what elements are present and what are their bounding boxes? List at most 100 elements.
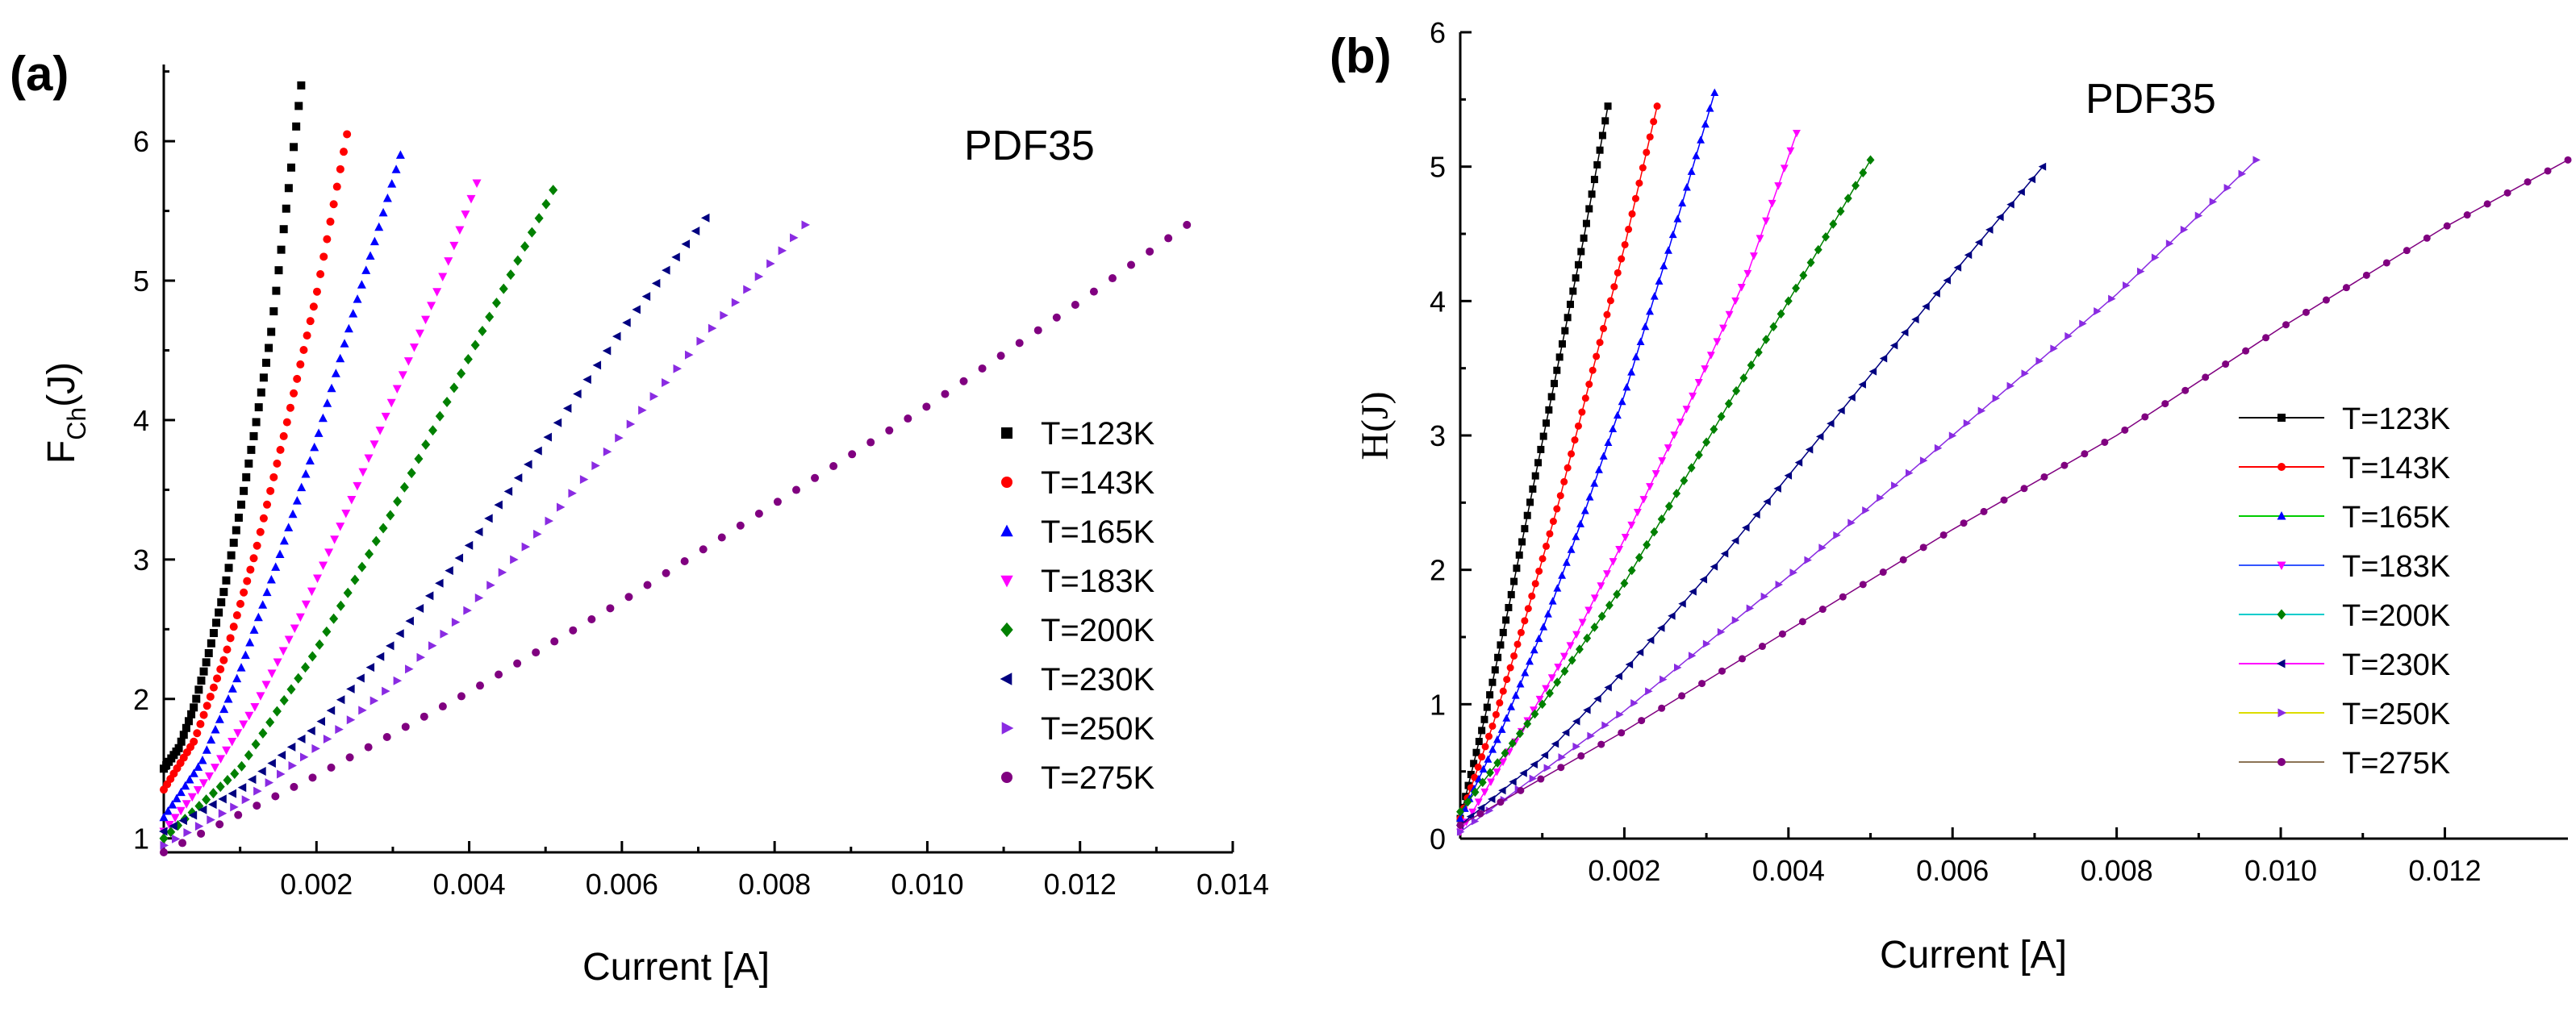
panel-b-data-point bbox=[1609, 558, 1618, 566]
panel-a-data-point bbox=[237, 500, 246, 509]
panel-a-data-point bbox=[392, 385, 402, 394]
panel-b-label: (b) bbox=[1330, 29, 1392, 83]
panel-b-data-point bbox=[1472, 748, 1480, 756]
panel-b-data-point bbox=[1474, 798, 1483, 806]
panel-b-data-point bbox=[2180, 225, 2189, 234]
panel-a-data-point bbox=[297, 734, 306, 743]
panel-a-data-point bbox=[866, 438, 875, 447]
panel-b-data-point bbox=[1493, 758, 1502, 768]
panel-b-data-point bbox=[1687, 463, 1696, 473]
panel-a-data-point bbox=[299, 752, 309, 762]
panel-a-data-point bbox=[662, 265, 670, 275]
panel-b-data-point bbox=[1992, 394, 2001, 402]
panel-a-data-point bbox=[181, 781, 190, 790]
panel-a-data-point bbox=[278, 647, 288, 656]
panel-b-legend-entry: T=183K bbox=[2239, 550, 2450, 584]
panel-b-data-point bbox=[1780, 165, 1789, 173]
panel-a-data-point bbox=[183, 828, 192, 838]
panel-a-data-point bbox=[204, 772, 214, 781]
panel-b-data-point bbox=[1493, 735, 1501, 743]
panel-a-x-tick-label: 0.002 bbox=[280, 868, 353, 901]
panel-a-data-point bbox=[811, 473, 820, 482]
panel-b-data-point bbox=[1948, 431, 1957, 440]
panel-b-data-point bbox=[1960, 519, 1968, 527]
panel-a-data-point bbox=[424, 591, 434, 601]
panel-b-data-point bbox=[1646, 306, 1654, 315]
panel-b-data-point bbox=[2094, 307, 2102, 315]
panel-a-data-point bbox=[182, 723, 190, 732]
panel-b-data-point bbox=[1641, 322, 1650, 331]
panel-a-data-point bbox=[409, 343, 419, 352]
panel-a-data-point bbox=[190, 737, 198, 746]
panel-b-legend-label: T=230K bbox=[2342, 648, 2450, 682]
panel-a-data-point bbox=[170, 814, 180, 823]
panel-b-y-tick-label: 0 bbox=[1430, 823, 1446, 856]
panel-b-data-point bbox=[1566, 300, 1574, 308]
panel-b-data-point bbox=[1660, 261, 1668, 270]
panel-a-data-point bbox=[568, 489, 577, 498]
panel-b-x-tick-label: 0.010 bbox=[2244, 854, 2317, 887]
panel-b-data-point bbox=[1720, 549, 1729, 558]
panel-a-data-point bbox=[444, 257, 453, 266]
panel-a-data-point bbox=[491, 298, 501, 309]
panel-b-data-point bbox=[1539, 623, 1548, 631]
panel-b-data-point bbox=[1595, 465, 1603, 473]
panel-b-data-point bbox=[2079, 319, 2087, 328]
panel-b-data-point bbox=[1456, 806, 1464, 817]
panel-a-data-point bbox=[743, 285, 752, 294]
panel-a-data-point bbox=[420, 712, 428, 721]
panel-a-data-point bbox=[427, 302, 436, 310]
panel-a-data-point bbox=[778, 246, 787, 256]
panel-a-data-point bbox=[228, 789, 237, 798]
panel-a-data-point bbox=[681, 239, 691, 249]
panel-a-data-point bbox=[455, 226, 465, 235]
panel-a-data-point bbox=[365, 251, 375, 260]
panel-b-data-point bbox=[1547, 393, 1555, 401]
panel-b-data-point bbox=[1517, 628, 1525, 636]
panel-a-data-point bbox=[374, 222, 384, 231]
panel-b: (b) PDF35 Current [A] H(J) 0.002 0.004 0.0… bbox=[1330, 16, 2572, 977]
panel-b-data-point bbox=[2443, 222, 2451, 230]
panel-b-data-point bbox=[1517, 786, 1525, 794]
panel-a-data-point bbox=[169, 821, 177, 831]
panel-a-data-point bbox=[478, 326, 487, 337]
panel-a-data-point bbox=[326, 217, 335, 226]
panel-a-data-point bbox=[292, 496, 302, 505]
panel-b-xlabel: Current [A] bbox=[1880, 934, 2067, 977]
panel-b-data-point bbox=[1597, 611, 1606, 622]
panel-a-data-point bbox=[407, 468, 416, 479]
panel-a-data-point bbox=[336, 165, 344, 173]
panel-b-data-point bbox=[2161, 400, 2169, 408]
panel-b-data-point bbox=[2017, 188, 2025, 196]
panel-b-data-point bbox=[1604, 102, 1612, 110]
panel-a-data-point bbox=[382, 732, 391, 741]
panel-b-data-point bbox=[1615, 546, 1624, 554]
panel-a-data-point bbox=[1127, 260, 1136, 269]
panel-b-data-point bbox=[1521, 668, 1530, 677]
panel-b-data-point bbox=[1597, 582, 1605, 590]
panel-a-data-point bbox=[662, 568, 670, 577]
panel-a-data-point bbox=[215, 781, 225, 793]
panel-a-data-point bbox=[331, 369, 340, 377]
panel-b-data-point bbox=[2209, 198, 2218, 206]
panel-b-data-point bbox=[1585, 381, 1593, 389]
panel-b-data-point bbox=[1507, 702, 1516, 710]
panel-a-data-point bbox=[230, 768, 240, 780]
panel-a-data-point bbox=[218, 794, 227, 804]
panel-a-data-point bbox=[369, 696, 379, 706]
panel-b-data-point bbox=[1566, 642, 1575, 650]
panel-b-data-point bbox=[1646, 635, 1655, 644]
panel-b-data-point bbox=[1673, 214, 1682, 223]
panel-b-data-point bbox=[1513, 564, 1521, 573]
panel-b-data-point bbox=[1597, 740, 1605, 748]
panel-a-data-point bbox=[262, 587, 272, 597]
panel-b-data-point bbox=[1798, 618, 1806, 626]
panel-a-data-point bbox=[296, 360, 305, 369]
panel-a-data-point bbox=[885, 426, 894, 435]
panel-a-data-point bbox=[189, 768, 198, 777]
panel-b-data-point bbox=[1953, 263, 1962, 272]
panel-b-data-point bbox=[1706, 104, 1714, 112]
panel-a-data-point bbox=[393, 676, 403, 685]
panel-b-data-point bbox=[2006, 200, 2014, 209]
panel-a-legend-label: T=143K bbox=[1041, 465, 1155, 501]
